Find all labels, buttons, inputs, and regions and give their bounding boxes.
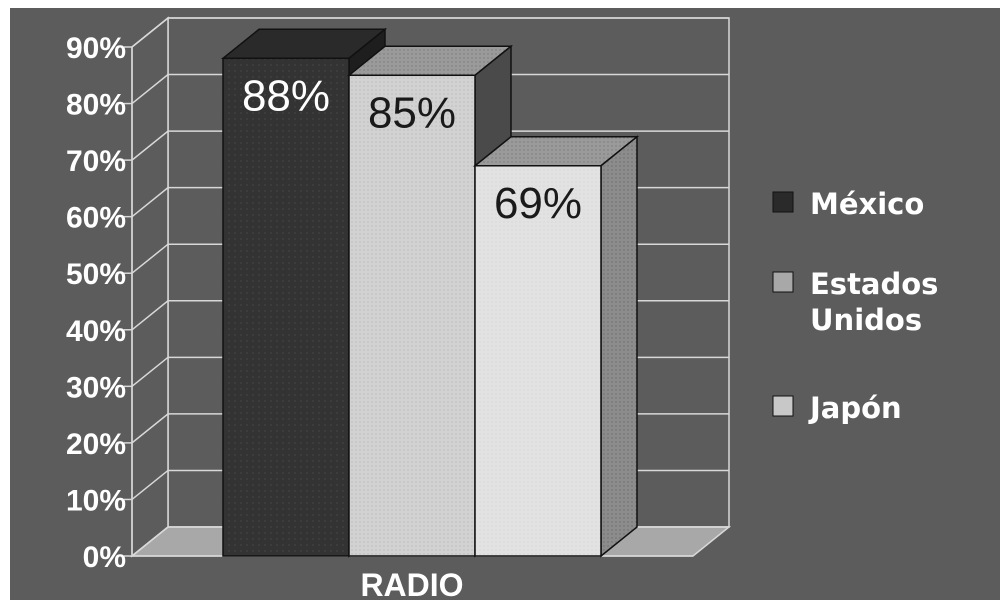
chart-frame: 0% 10% 20% 30% 40% 50% 60% 70% 80% 90% 88% 85% 69% … bbox=[10, 8, 1000, 600]
legend-label-0: México bbox=[810, 187, 924, 221]
y-tick-label: 40% bbox=[66, 315, 126, 348]
y-tick-label: 0% bbox=[83, 541, 126, 574]
y-tick-label: 50% bbox=[66, 258, 126, 291]
gridline bbox=[131, 130, 729, 161]
bar-side-2 bbox=[600, 135, 638, 558]
legend-label-2: Japón bbox=[808, 391, 902, 425]
bar-2 bbox=[474, 165, 602, 557]
legend-label-1: Estados bbox=[810, 267, 938, 301]
legend-swatch-2 bbox=[772, 395, 794, 417]
y-tick-label: 20% bbox=[66, 428, 126, 461]
legend-swatch-0 bbox=[772, 191, 794, 213]
y-axis-ticks: 0% 10% 20% 30% 40% 50% 60% 70% 80% 90% bbox=[66, 32, 693, 574]
data-label-2: 69% bbox=[494, 179, 582, 228]
y-tick-label: 10% bbox=[66, 484, 126, 517]
y-tick-label: 30% bbox=[66, 371, 126, 404]
legend-swatch-1 bbox=[772, 271, 794, 293]
data-labels: 88% 85% 69% bbox=[242, 71, 582, 227]
gridline bbox=[131, 17, 729, 48]
y-tick-label: 70% bbox=[66, 145, 126, 178]
x-axis-labels: RADIO bbox=[360, 567, 463, 600]
y-tick-label: 90% bbox=[66, 32, 126, 65]
data-label-0: 88% bbox=[242, 71, 330, 120]
y-tick-label: 60% bbox=[66, 202, 126, 235]
gridline bbox=[131, 73, 729, 105]
bars bbox=[220, 27, 640, 558]
bar-chart: 0%10%20%30%40%50%60%70%80%90% 88% 85%69% … bbox=[66, 16, 938, 600]
y-tick-label: 80% bbox=[66, 89, 126, 122]
data-label-1: 85% bbox=[368, 88, 456, 137]
bar-0 bbox=[222, 57, 350, 557]
bar-1 bbox=[348, 74, 476, 557]
legend-label-1: Unidos bbox=[810, 303, 922, 337]
x-category-label: RADIO bbox=[360, 567, 463, 600]
